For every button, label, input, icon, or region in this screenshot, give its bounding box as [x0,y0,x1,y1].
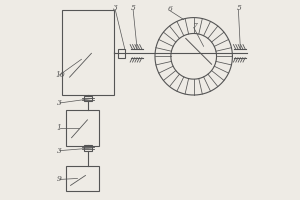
Text: 3: 3 [113,4,118,12]
Bar [66,166,99,191]
Text: 9: 9 [57,175,62,183]
Bar [118,49,125,58]
Bar [66,110,99,146]
Text: 1: 1 [57,124,62,132]
Text: 5: 5 [236,4,241,12]
Bar [84,145,92,151]
Bar [84,96,92,101]
Text: 7: 7 [192,22,197,30]
Text: 6: 6 [168,5,173,13]
Text: 5: 5 [131,4,136,12]
Bar [61,10,114,95]
Text: 3: 3 [57,99,62,107]
Text: 10: 10 [56,71,65,79]
Text: 3: 3 [57,147,62,155]
